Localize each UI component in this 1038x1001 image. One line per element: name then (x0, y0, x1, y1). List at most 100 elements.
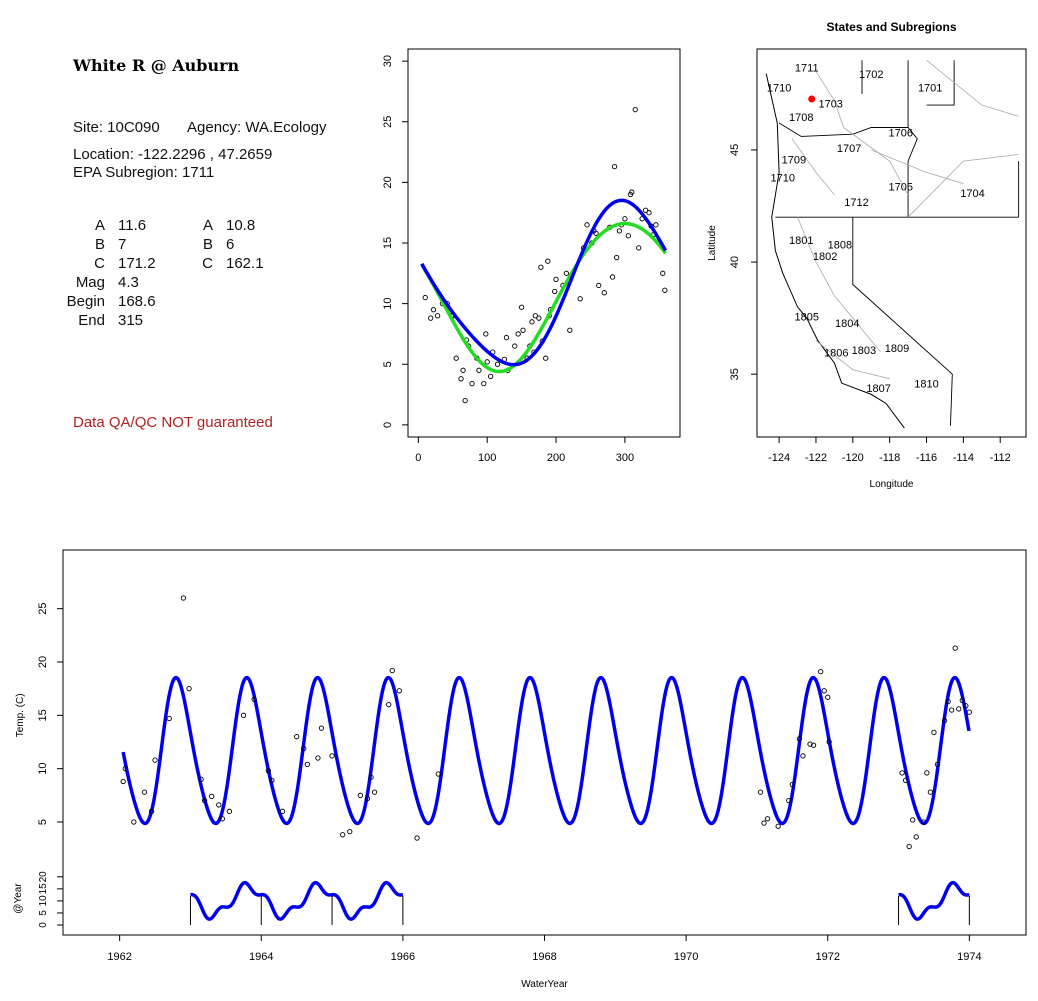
data-point (240, 712, 247, 718)
subregion-label: 1709 (782, 154, 806, 166)
subregion-border (815, 71, 844, 128)
data-point (906, 843, 912, 850)
subregion-label: 1801 (789, 235, 813, 247)
data-point (611, 163, 618, 170)
x-tick-label: -116 (916, 452, 937, 464)
data-point (329, 753, 335, 759)
subregion-label: 1705 (888, 181, 912, 193)
x-tick-label: 1964 (249, 951, 273, 963)
y-tick-label: 10 (37, 763, 49, 775)
y2-tick-label: 0 (38, 922, 49, 928)
qa-disclaimer: Data QA/QC NOT guaranteed (73, 414, 273, 431)
state-border (852, 217, 953, 426)
timeseries-ylabel: Temp. (C) (15, 693, 26, 737)
map-ylabel: Latitude (707, 225, 718, 261)
data-point (368, 774, 374, 780)
params_left-label: Begin (66, 293, 105, 310)
data-point (389, 667, 395, 674)
subregion-border (834, 295, 881, 353)
params_left-value: 171.2 (118, 255, 156, 272)
data-point (934, 761, 941, 768)
data-point (966, 709, 973, 715)
x-tick-label: 1974 (957, 951, 981, 963)
params_left-value: 11.6 (118, 217, 147, 234)
y-tick-label: 20 (382, 176, 394, 188)
x-tick-label: 100 (478, 452, 496, 464)
data-point (469, 380, 475, 387)
subregion-label: 1710 (767, 83, 791, 95)
data-point (920, 819, 926, 825)
data-point (775, 823, 781, 829)
x-tick-label: 0 (415, 452, 421, 464)
subregion-label: 1804 (835, 318, 859, 330)
params_right-label: C (202, 255, 213, 272)
data-point (563, 270, 570, 276)
x-tick-label: -124 (768, 452, 790, 464)
data-point (304, 761, 310, 768)
data-point (625, 233, 632, 239)
data-point (646, 210, 652, 216)
data-point (910, 817, 916, 823)
params_left-label: B (94, 236, 105, 253)
data-point (435, 771, 441, 777)
data-point (386, 702, 392, 708)
data-point (453, 355, 459, 361)
data-point (518, 304, 525, 310)
params_left-value: 315 (118, 312, 144, 329)
data-point (653, 222, 659, 228)
params_left-value: 4.3 (118, 274, 139, 291)
subregion-label: 1706 (888, 127, 912, 139)
subregion-border (797, 217, 835, 296)
y-tick-label: 25 (382, 116, 394, 128)
data-point (931, 729, 937, 736)
params_right-value: 6 (226, 236, 235, 253)
params_left-label: A (94, 217, 105, 234)
y-tick-label: 20 (37, 656, 49, 668)
data-point (251, 696, 257, 702)
data-point (807, 741, 813, 747)
subregion-label: 1809 (885, 343, 909, 355)
params_right-label: B (202, 236, 213, 253)
subregion-label: 1702 (859, 69, 883, 81)
subregion-label: 1805 (795, 311, 819, 323)
data-point (786, 798, 792, 804)
data-point (357, 792, 364, 798)
data-point (789, 782, 795, 788)
data-point (577, 296, 583, 302)
params_left-value: 7 (118, 236, 127, 253)
data-point (613, 254, 620, 261)
data-point (927, 789, 934, 795)
y-tick-label: 40 (729, 256, 741, 268)
x-tick-label: -120 (842, 452, 864, 464)
data-point (315, 755, 321, 761)
data-point (545, 258, 551, 264)
params_left-label: C (94, 255, 105, 272)
y2-tick-label: 15 (38, 883, 49, 895)
y-tick-label: 5 (382, 361, 394, 367)
data-point (543, 355, 549, 361)
y-tick-label: 0 (382, 422, 394, 428)
x-tick-label: -118 (879, 452, 900, 464)
data-point (422, 294, 428, 301)
data-point (949, 707, 955, 713)
data-point (956, 706, 962, 712)
data-point (428, 315, 434, 321)
subregion-label: 1810 (914, 379, 938, 391)
data-point (347, 828, 353, 835)
data-point (515, 331, 521, 337)
data-point (434, 313, 441, 319)
x-tick-label: -122 (805, 452, 827, 464)
data-point (902, 777, 909, 784)
data-point (596, 282, 602, 289)
y2-tick-label: 20 (38, 871, 49, 883)
data-point (141, 789, 148, 795)
coastline (765, 73, 905, 429)
timeseries-xlabel: WaterYear (521, 979, 568, 990)
y-tick-label: 45 (729, 144, 741, 156)
data-point (216, 802, 222, 808)
data-point (414, 835, 420, 841)
site-marker (808, 95, 816, 103)
subregion-label: 1703 (818, 98, 842, 110)
blue-fit-curve (420, 198, 668, 367)
